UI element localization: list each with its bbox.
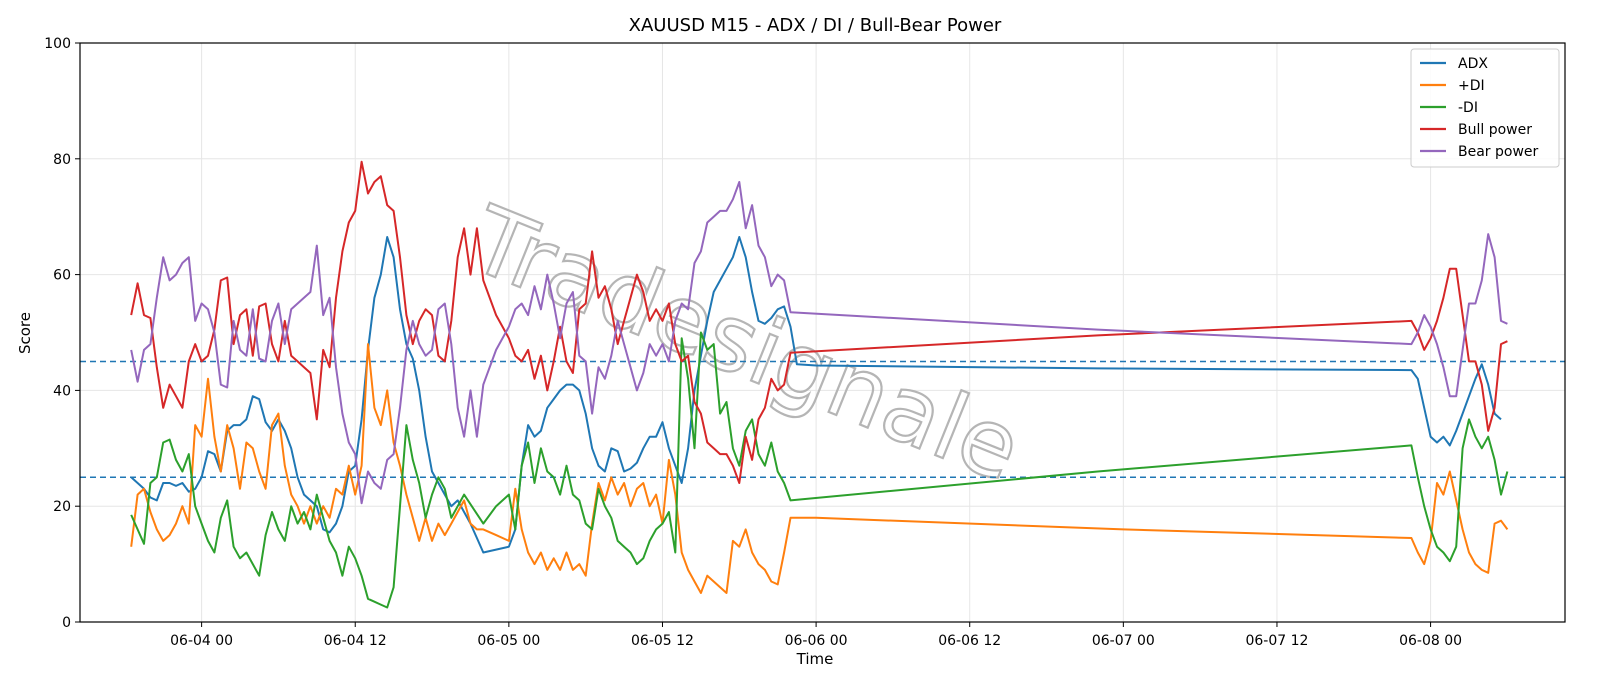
x-axis-ticks: 06-04 00 06-04 12 06-05 00 06-05 12 06-06 00… (170, 622, 1462, 649)
y-axis-ticks: 0 20 40 60 80 100 (44, 36, 80, 631)
series-line-di (130, 343, 1509, 594)
x-tick-label: 06-04 00 (170, 633, 233, 649)
x-tick-label: 06-06 00 (785, 633, 848, 649)
legend-label: ADX (1458, 56, 1488, 72)
legend-item: ADX (1420, 56, 1488, 72)
plot-frame (79, 42, 1566, 623)
x-axis-label: Time (796, 650, 834, 668)
x-tick-label: 06-06 12 (938, 633, 1001, 649)
y-tick-label: 40 (53, 383, 71, 399)
x-tick-label: 06-08 00 (1399, 633, 1462, 649)
y-axis-label: Score (16, 312, 34, 354)
legend: ADX +DI -DI Bull power Bear power (1410, 48, 1560, 168)
threshold-lines (80, 360, 1565, 478)
series-line-di (130, 331, 1509, 609)
x-tick-label: 06-04 12 (324, 633, 387, 649)
y-tick-label: 100 (44, 36, 71, 52)
legend-label: Bull power (1458, 122, 1532, 138)
series-line-adx (130, 236, 1502, 554)
x-tick-label: 06-05 12 (631, 633, 694, 649)
y-tick-label: 20 (53, 499, 71, 515)
y-tick-label: 80 (53, 152, 71, 168)
legend-label: +DI (1458, 78, 1485, 94)
legend-label: -DI (1458, 100, 1478, 116)
series-line-bear-power (130, 181, 1508, 505)
x-tick-label: 06-05 00 (477, 633, 540, 649)
legend-item: Bull power (1420, 122, 1532, 138)
series-line-bull-power (130, 160, 1508, 484)
legend-item: Bear power (1420, 144, 1539, 160)
chart-title: XAUUSD M15 - ADX / DI / Bull-Bear Power (629, 15, 1002, 36)
legend-item: +DI (1420, 78, 1485, 94)
legend-box (1410, 48, 1560, 168)
x-tick-label: 06-07 00 (1092, 633, 1155, 649)
legend-label: Bear power (1458, 144, 1539, 160)
series-lines (130, 160, 1509, 609)
x-tick-label: 06-07 12 (1245, 633, 1308, 649)
y-tick-label: 60 (53, 268, 71, 284)
y-tick-label: 0 (62, 615, 71, 631)
legend-item: -DI (1420, 100, 1478, 116)
